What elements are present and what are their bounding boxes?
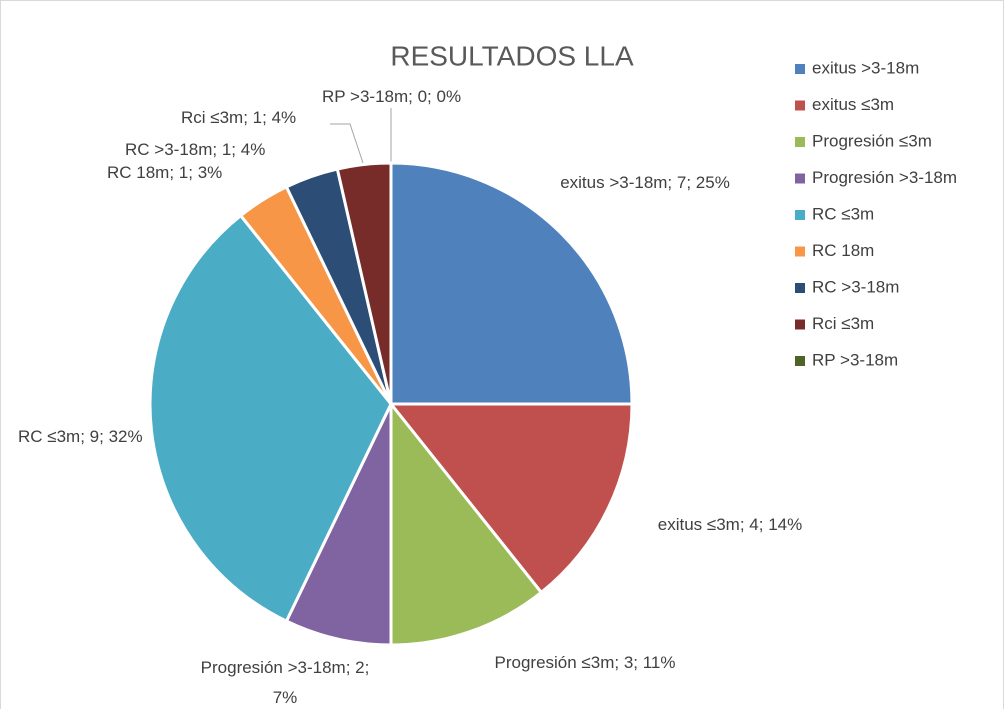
- legend-swatch: [795, 100, 805, 111]
- data-label: Progresión ≤3m; 3; 11%: [494, 653, 676, 672]
- legend-swatch: [795, 173, 805, 184]
- data-label: RC >3-18m; 1; 4%: [125, 140, 266, 159]
- data-label: RC 18m; 1; 3%: [107, 163, 223, 182]
- legend-swatch: [795, 137, 805, 147]
- pie-slice: [284, 403, 393, 647]
- legend-label: RC 18m: [812, 241, 874, 260]
- legend-swatch: [795, 283, 805, 293]
- data-label: exitus >3-18m; 7; 25%: [560, 173, 730, 192]
- legend-label: exitus >3-18m: [812, 58, 919, 77]
- legend-label: exitus ≤3m: [812, 95, 894, 114]
- pie-slice: [389, 161, 634, 406]
- chart-title: RESULTADOS LLA: [390, 40, 634, 71]
- legend-swatch: [795, 64, 805, 74]
- pie-slice: [148, 213, 393, 624]
- legend-label: RC ≤3m: [812, 204, 874, 223]
- legend-swatch: [795, 319, 805, 330]
- data-label: RC ≤3m; 9; 32%: [18, 427, 143, 446]
- legend-label: Progresión >3-18m: [812, 168, 957, 187]
- data-label: exitus ≤3m; 4; 14%: [657, 515, 803, 534]
- leader-line: [330, 123, 364, 164]
- legend-swatch: [795, 246, 805, 257]
- legend-label: RC >3-18m: [812, 277, 899, 296]
- legend-label: RP >3-18m: [812, 350, 898, 369]
- pie-slice: [387, 402, 634, 595]
- data-label: Rci ≤3m; 1; 4%: [181, 108, 297, 127]
- pie-slice: [389, 399, 544, 647]
- legend-swatch: [795, 356, 805, 366]
- data-label: Progresión >3-18m; 2; 7%: [200, 658, 370, 707]
- legend-label: Rci ≤3m: [812, 314, 874, 333]
- legend-swatch: [795, 210, 805, 220]
- legend-label: Progresión ≤3m: [812, 131, 932, 150]
- data-label: RP >3-18m; 0; 0%: [322, 87, 462, 106]
